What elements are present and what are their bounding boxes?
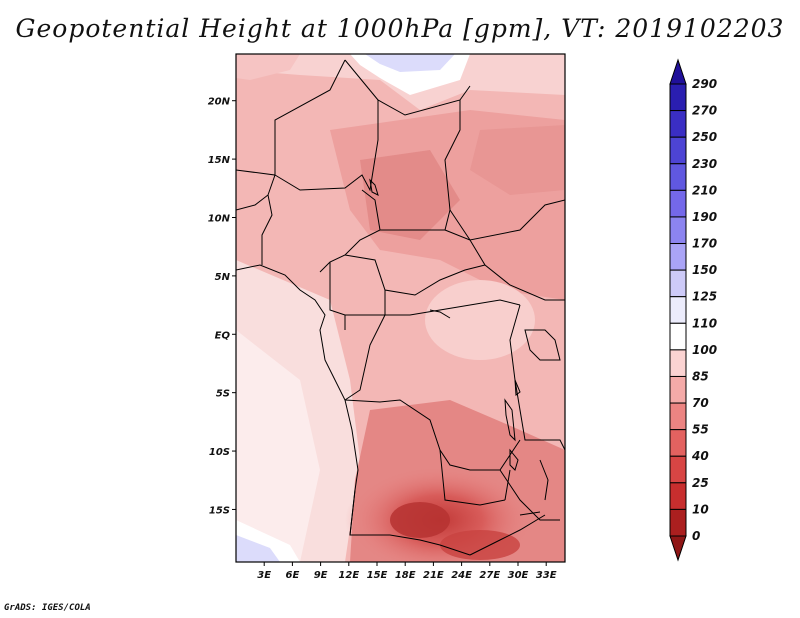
colorbar-label: 70: [692, 396, 709, 410]
lat-tick-label: 15N: [208, 155, 231, 166]
colorbar-cell: [669, 163, 687, 191]
colorbar-cell: [669, 136, 687, 165]
geopotential-field: [236, 54, 565, 562]
colorbar-cell: [669, 375, 687, 404]
lakes: [369, 178, 549, 516]
lon-tick-label: 33E: [536, 570, 557, 581]
lon-tick-label: 24E: [451, 570, 472, 581]
lat-tick-label: 10S: [209, 447, 230, 458]
colorbar-label: 55: [692, 423, 709, 437]
colorbar-label: 290: [692, 77, 717, 91]
colorbar-cell: [669, 216, 687, 245]
colorbar-label: 150: [692, 263, 717, 277]
colorbar-label: 190: [692, 210, 717, 224]
colorbar-cell: [669, 429, 687, 457]
longitude-axis: 3E 6E 9E 12E 15E 18E 21E 24E 27E 30E 33E: [257, 562, 557, 581]
colorbar-cell: [669, 83, 687, 112]
colorbar-cell: [669, 322, 687, 351]
colorbar-cell: [669, 269, 687, 298]
colorbar-cell: [669, 189, 687, 218]
colorbar-label: 170: [692, 237, 717, 251]
lat-tick-label: 5N: [215, 272, 231, 283]
colorbar-label: 40: [691, 449, 709, 463]
colorbar-label: 250: [692, 130, 717, 144]
colorbar-cell: [669, 508, 687, 537]
map-frame: [235, 53, 566, 563]
map-title: Geopotential Height at 1000hPa [gpm], VT…: [15, 14, 785, 43]
colorbar-label: 230: [692, 157, 717, 171]
colorbar-cell: [669, 402, 687, 431]
lon-tick-label: 30E: [508, 570, 529, 581]
lon-tick-label: 21E: [423, 570, 444, 581]
colorbar-label: 110: [692, 316, 717, 330]
colorbar: 2902702502302101901701501251101008570554…: [669, 58, 717, 562]
colorbar-label: 125: [692, 290, 717, 304]
colorbar-cell: [669, 243, 687, 271]
country-borders: [236, 59, 565, 556]
colorbar-cell: [669, 455, 687, 484]
lon-tick-label: 3E: [257, 570, 271, 581]
lat-tick-label: 10N: [208, 213, 231, 224]
colorbar-cell: [669, 349, 687, 377]
lat-tick-label: 15S: [209, 505, 230, 516]
lat-tick-label: 20N: [208, 97, 231, 108]
lon-tick-label: 18E: [395, 570, 416, 581]
colorbar-cell: [669, 58, 687, 85]
lat-tick-label: EQ: [215, 330, 231, 341]
colorbar-label: 10: [692, 502, 709, 516]
lat-tick-label: 5S: [216, 389, 230, 400]
lon-tick-label: 6E: [286, 570, 300, 581]
colorbar-label: 85: [692, 369, 709, 383]
lon-tick-label: 27E: [479, 570, 500, 581]
colorbar-cell: [669, 110, 687, 138]
colorbar-label: 100: [692, 343, 717, 357]
footer-credit: GrADS: IGES/COLA: [4, 603, 91, 613]
lon-tick-label: 9E: [314, 570, 328, 581]
colorbar-label: 25: [692, 476, 709, 490]
latitude-axis: 20N 15N 10N 5N EQ 5S 10S 15S: [208, 97, 236, 516]
colorbar-cell: [669, 296, 687, 324]
colorbar-label: 270: [692, 104, 717, 118]
colorbar-label: 210: [692, 183, 717, 197]
colorbar-label: 0: [692, 529, 700, 543]
lon-tick-label: 15E: [367, 570, 388, 581]
lon-tick-label: 12E: [338, 570, 359, 581]
colorbar-cell: [669, 482, 687, 510]
colorbar-cell: [669, 535, 687, 562]
